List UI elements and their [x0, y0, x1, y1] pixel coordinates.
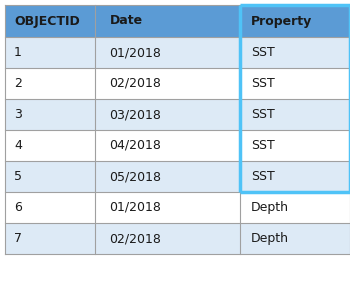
- Bar: [95, 37, 240, 68]
- Bar: [240, 192, 350, 223]
- Text: 7: 7: [14, 232, 22, 245]
- Bar: [95, 223, 240, 254]
- Bar: [95, 5, 240, 37]
- Text: 3: 3: [14, 108, 22, 121]
- Bar: [95, 161, 240, 192]
- Bar: [5, 5, 95, 37]
- Text: 05/2018: 05/2018: [110, 170, 161, 183]
- Text: SST: SST: [251, 170, 275, 183]
- Bar: [95, 99, 240, 130]
- Text: 01/2018: 01/2018: [110, 46, 161, 59]
- Text: 03/2018: 03/2018: [110, 108, 161, 121]
- Bar: [240, 37, 350, 68]
- Text: 2: 2: [14, 77, 22, 90]
- Text: 6: 6: [14, 201, 22, 214]
- Text: 1: 1: [14, 46, 22, 59]
- Bar: [5, 223, 95, 254]
- Text: Depth: Depth: [251, 201, 289, 214]
- Bar: [95, 192, 240, 223]
- Bar: [5, 130, 95, 161]
- Text: SST: SST: [251, 77, 275, 90]
- Text: 02/2018: 02/2018: [110, 77, 161, 90]
- Bar: [240, 223, 350, 254]
- Bar: [5, 99, 95, 130]
- Bar: [240, 99, 350, 130]
- Text: Depth: Depth: [251, 232, 289, 245]
- Bar: [5, 161, 95, 192]
- Bar: [240, 5, 350, 37]
- Bar: [5, 192, 95, 223]
- Bar: [95, 68, 240, 99]
- Bar: [95, 130, 240, 161]
- Bar: [5, 68, 95, 99]
- Text: 01/2018: 01/2018: [110, 201, 161, 214]
- Text: 02/2018: 02/2018: [110, 232, 161, 245]
- Bar: [240, 68, 350, 99]
- Text: OBJECTID: OBJECTID: [14, 15, 80, 28]
- Bar: [5, 37, 95, 68]
- Text: SST: SST: [251, 108, 275, 121]
- Text: 5: 5: [14, 170, 22, 183]
- Bar: [240, 130, 350, 161]
- Text: Date: Date: [110, 15, 143, 28]
- Text: SST: SST: [251, 139, 275, 152]
- Text: 4: 4: [14, 139, 22, 152]
- Text: SST: SST: [251, 46, 275, 59]
- Text: Property: Property: [251, 15, 312, 28]
- Text: 04/2018: 04/2018: [110, 139, 161, 152]
- Bar: [240, 161, 350, 192]
